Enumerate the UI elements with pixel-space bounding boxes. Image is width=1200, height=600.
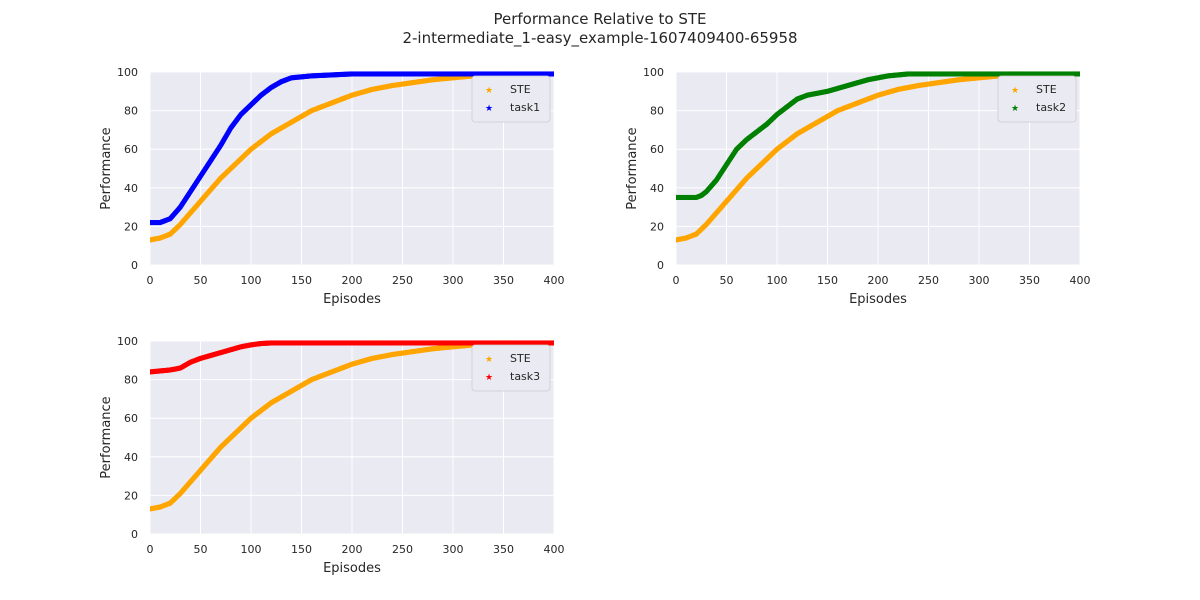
- x-tick-label: 300: [443, 543, 464, 556]
- x-axis-label: Episodes: [323, 561, 381, 576]
- series-task2: [676, 71, 1080, 201]
- legend-label-task3: task3: [510, 370, 540, 383]
- legend-label-STE: STE: [510, 352, 531, 365]
- y-tick-label: 100: [117, 335, 138, 348]
- y-tick-label: 80: [124, 374, 138, 387]
- y-tick-label: 100: [643, 66, 664, 79]
- x-axis-label: Episodes: [849, 292, 907, 307]
- legend-label-STE: STE: [1036, 83, 1057, 96]
- x-tick-label: 100: [767, 274, 788, 287]
- y-tick-label: 60: [124, 143, 138, 156]
- x-tick-label: 200: [342, 274, 363, 287]
- legend-marker-STE: ★: [485, 86, 493, 96]
- subplot-2: 0 50 100 150 200 250 300 350 400 0 20 40 60 80 100 Epis…: [625, 66, 1091, 307]
- x-tick-label: 50: [194, 274, 208, 287]
- y-tick-label: 0: [131, 259, 138, 272]
- series-task1: [150, 71, 554, 226]
- y-tick-label: 20: [124, 220, 138, 233]
- x-tick-label: 150: [817, 274, 838, 287]
- series-task3: [150, 340, 554, 375]
- series-STE: [150, 72, 517, 243]
- x-axis-label: Episodes: [323, 292, 381, 307]
- y-tick-label: 60: [124, 412, 138, 425]
- x-tick-label: 400: [544, 274, 565, 287]
- x-tick-label: 250: [918, 274, 939, 287]
- y-tick-label: 60: [650, 143, 664, 156]
- x-tick-label: 100: [241, 543, 262, 556]
- series-STE: [150, 341, 517, 512]
- y-tick-label: 20: [124, 489, 138, 502]
- legend-marker-task2: ★: [1011, 104, 1019, 114]
- y-tick-label: 80: [650, 105, 664, 118]
- data-point-task2: [1077, 71, 1080, 77]
- y-tick-label: 20: [650, 220, 664, 233]
- data-point-task1: [551, 71, 554, 77]
- x-tick-label: 350: [493, 274, 514, 287]
- figure-title-line2: 2-intermediate_1-easy_example-1607409400…: [402, 29, 798, 47]
- x-tick-label: 250: [392, 274, 413, 287]
- x-tick-label: 0: [147, 543, 154, 556]
- legend-box: [471, 344, 551, 392]
- x-tick-label: 300: [969, 274, 990, 287]
- y-tick-label: 0: [657, 259, 664, 272]
- y-tick-label: 40: [124, 182, 138, 195]
- legend-marker-STE: ★: [485, 355, 493, 365]
- y-tick-label: 80: [124, 105, 138, 118]
- y-tick-label: 40: [650, 182, 664, 195]
- x-tick-label: 350: [493, 543, 514, 556]
- y-axis-label: Performance: [99, 396, 114, 478]
- legend-label-task2: task2: [1036, 101, 1066, 114]
- legend-box: [471, 75, 551, 123]
- legend-marker-task3: ★: [485, 373, 493, 383]
- x-tick-label: 150: [291, 274, 312, 287]
- y-tick-label: 40: [124, 451, 138, 464]
- y-tick-label: 0: [131, 528, 138, 541]
- x-tick-label: 100: [241, 274, 262, 287]
- legend-marker-STE: ★: [1011, 86, 1019, 96]
- legend-label-STE: STE: [510, 83, 531, 96]
- y-tick-label: 100: [117, 66, 138, 79]
- x-tick-label: 0: [673, 274, 680, 287]
- legend-marker-task1: ★: [485, 104, 493, 114]
- data-point-task3: [551, 340, 554, 346]
- x-tick-label: 50: [194, 543, 208, 556]
- legend: ★ STE ★ task2: [997, 75, 1077, 123]
- legend-box: [997, 75, 1077, 123]
- x-tick-label: 50: [720, 274, 734, 287]
- x-tick-label: 0: [147, 274, 154, 287]
- x-tick-label: 300: [443, 274, 464, 287]
- subplot-3: 0 50 100 150 200 250 300 350 400 0 20 40 60 80 100 Epis…: [99, 335, 565, 576]
- figure-title-line1: Performance Relative to STE: [493, 10, 707, 28]
- x-tick-label: 350: [1019, 274, 1040, 287]
- x-tick-label: 200: [868, 274, 889, 287]
- y-axis-label: Performance: [625, 127, 640, 209]
- x-tick-label: 400: [1070, 274, 1091, 287]
- figure-title: Performance Relative to STE 2-intermedia…: [0, 10, 1200, 48]
- x-tick-label: 250: [392, 543, 413, 556]
- x-tick-label: 400: [544, 543, 565, 556]
- x-tick-label: 150: [291, 543, 312, 556]
- y-axis-label: Performance: [99, 127, 114, 209]
- legend: ★ STE ★ task1: [471, 75, 551, 123]
- legend: ★ STE ★ task3: [471, 344, 551, 392]
- subplot-1: 0 50 100 150 200 250 300 350 400 0 20 40 60 80 100 Epis…: [99, 66, 565, 307]
- legend-label-task1: task1: [510, 101, 540, 114]
- x-tick-label: 200: [342, 543, 363, 556]
